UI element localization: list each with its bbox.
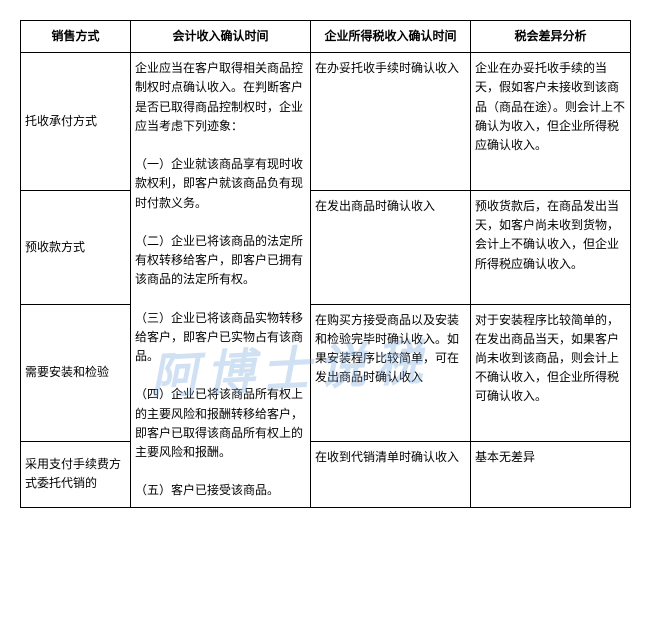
header-col2: 会计收入确认时间 [131,21,311,53]
cell-tax-4: 在收到代销清单时确认收入 [311,442,471,507]
header-col4: 税会差异分析 [471,21,631,53]
header-col3: 企业所得税收入确认时间 [311,21,471,53]
header-col1: 销售方式 [21,21,131,53]
table-row: 需要安装和检验 在购买方接受商品以及安装和检验完毕时确认收入。如果安装程序比较简… [21,304,631,442]
cell-method-4: 采用支付手续费方式委托代销的 [21,442,131,507]
cell-diff-2: 预收货款后，在商品发出当天，如客户尚未收到货物，会计上不确认收入，但企业所得税应… [471,191,631,305]
table-header-row: 销售方式 会计收入确认时间 企业所得税收入确认时间 税会差异分析 [21,21,631,53]
cell-diff-3: 对于安装程序比较简单的，在发出商品当天，如果客户尚未收到该商品，则会计上不确认收… [471,304,631,442]
table-row: 托收承付方式 企业应当在客户取得相关商品控制权时点确认收入。在判断客户是否已取得… [21,53,631,191]
cell-tax-3: 在购买方接受商品以及安装和检验完毕时确认收入。如果安装程序比较简单，可在发出商品… [311,304,471,442]
cell-tax-2: 在发出商品时确认收入 [311,191,471,305]
cell-method-1: 托收承付方式 [21,53,131,191]
cell-diff-1: 企业在办妥托收手续的当天，假如客户未接收到该商品（商品在途）。则会计上不确认为收… [471,53,631,191]
cell-diff-4: 基本无差异 [471,442,631,507]
table-row: 预收款方式 在发出商品时确认收入 预收货款后，在商品发出当天，如客户尚未收到货物… [21,191,631,305]
table-row: 采用支付手续费方式委托代销的 在收到代销清单时确认收入 基本无差异 [21,442,631,507]
cell-method-3: 需要安装和检验 [21,304,131,442]
cell-method-2: 预收款方式 [21,191,131,305]
tax-comparison-table: 销售方式 会计收入确认时间 企业所得税收入确认时间 税会差异分析 托收承付方式 … [20,20,631,508]
cell-accounting-merged: 企业应当在客户取得相关商品控制权时点确认收入。在判断客户是否已取得商品控制权时，… [131,53,311,507]
cell-tax-1: 在办妥托收手续时确认收入 [311,53,471,191]
